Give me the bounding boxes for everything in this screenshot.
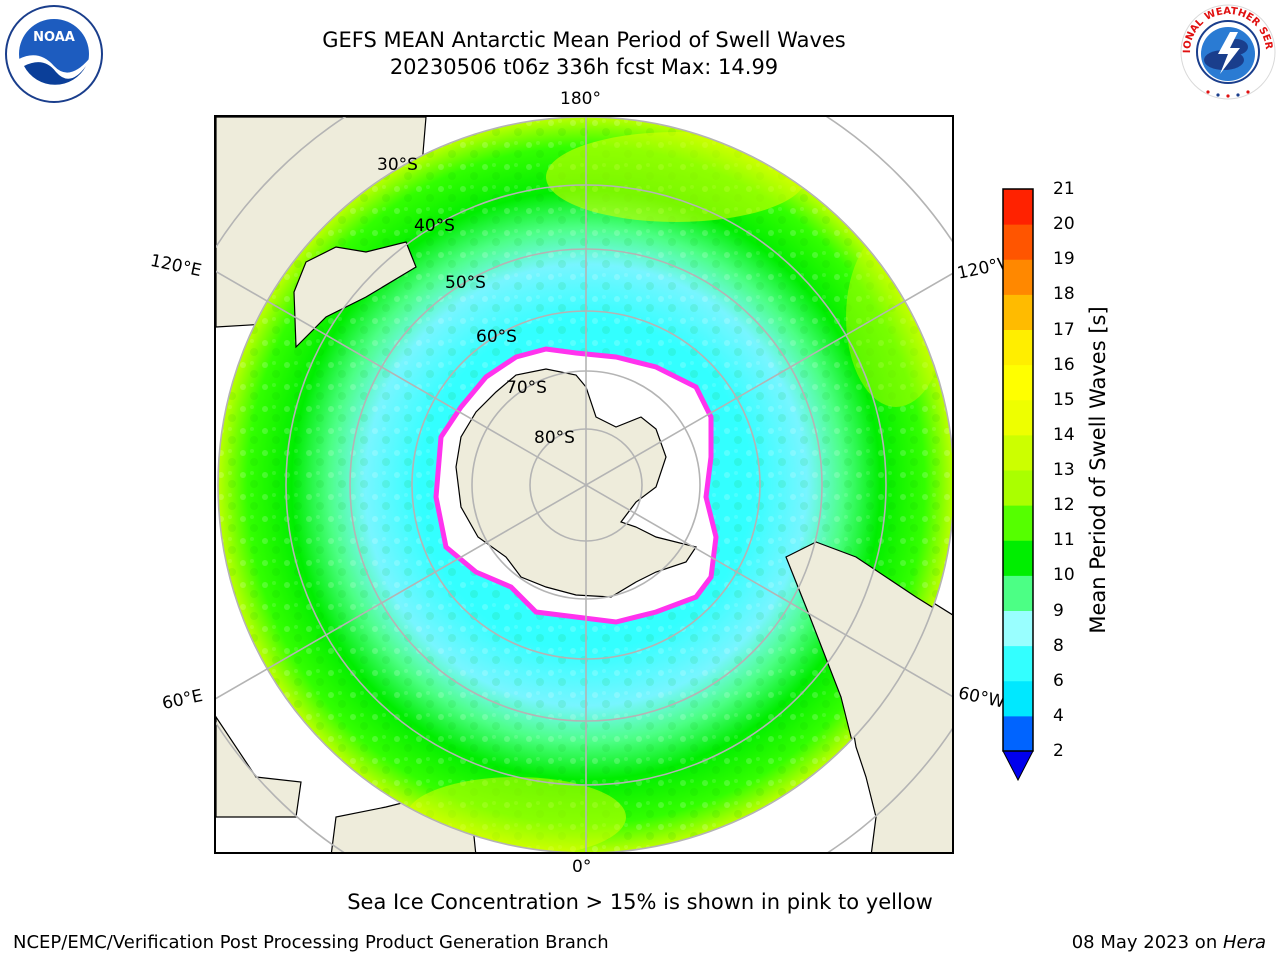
colorbar-band	[1003, 399, 1033, 436]
colorbar-tick-label: 18	[1053, 284, 1075, 305]
colorbar-band	[1003, 505, 1033, 541]
lon-label-120e: 120°E	[148, 250, 204, 282]
colorbar-band	[1003, 294, 1033, 330]
colorbar-band	[1003, 680, 1033, 717]
footer-date-text: 08 May 2023 on	[1071, 932, 1223, 953]
footer-credit: NCEP/EMC/Verification Post Processing Pr…	[13, 932, 609, 953]
colorbar-band	[1003, 715, 1033, 752]
colorbar-tick-label: 13	[1053, 460, 1075, 480]
colorbar-tick-label: 10	[1053, 565, 1075, 586]
noaa-logo: NOAA	[5, 5, 103, 103]
colorbar-band	[1003, 470, 1033, 506]
colorbar-band	[1003, 434, 1033, 471]
colorbar-band	[1003, 610, 1033, 647]
colorbar-tick-label: 9	[1053, 600, 1064, 621]
colorbar-band	[1003, 189, 1033, 225]
colorbar	[1002, 188, 1034, 782]
colorbar-band	[1003, 224, 1033, 260]
lon-label-60w: 60°W	[956, 683, 1007, 713]
footer-host: Hera	[1222, 932, 1266, 953]
lat-label-70s: 70°S	[506, 378, 547, 398]
sea-ice-note: Sea Ice Concentration > 15% is shown in …	[347, 890, 933, 914]
colorbar-band	[1003, 364, 1033, 401]
colorbar-tick-label: 12	[1053, 495, 1075, 516]
colorbar-band	[1003, 329, 1033, 366]
lat-label-60s: 60°S	[476, 327, 517, 347]
colorbar-tick-label: 17	[1053, 319, 1075, 340]
latitude-labels: 30°S 40°S 50°S 60°S 70°S 80°S	[377, 155, 575, 448]
colorbar-tick-label: 4	[1053, 705, 1064, 726]
nws-logo: NATIONAL WEATHER SERVICE	[1178, 2, 1276, 100]
map-title: GEFS MEAN Antarctic Mean Period of Swell…	[322, 28, 846, 52]
colorbar-tick-label: 2	[1053, 741, 1064, 761]
polar-map: 30°S 40°S 50°S 60°S 70°S 80°S	[214, 115, 954, 854]
colorbar-tick-label: 20	[1053, 214, 1075, 235]
colorbar-band	[1003, 259, 1033, 295]
antarctica	[455, 368, 697, 598]
colorbar-tick-label: 8	[1053, 635, 1064, 656]
colorbar-extend-min	[1002, 750, 1034, 782]
colorbar-tick-label: 15	[1053, 389, 1075, 410]
colorbar-band	[1003, 645, 1033, 682]
colorbar-tick-label: 19	[1053, 249, 1075, 270]
colorbar-tick-label: 16	[1053, 354, 1075, 375]
colorbar-band	[1003, 540, 1033, 576]
lat-label-50s: 50°S	[445, 273, 486, 293]
colorbar-band	[1003, 575, 1033, 611]
graticule	[216, 117, 952, 852]
lon-label-60e: 60°E	[160, 685, 205, 715]
lon-label-0: 0°	[572, 857, 592, 877]
colorbar-label: Mean Period of Swell Waves [s]	[1086, 306, 1110, 634]
colorbar-tick-label: 21	[1053, 179, 1075, 199]
footer-date: 08 May 2023 on Hera	[1072, 932, 1266, 953]
lon-label-180: 180°	[560, 89, 601, 109]
colorbar-tick-label: 6	[1053, 670, 1064, 691]
colorbar-tick-label: 14	[1053, 424, 1075, 445]
colorbar-tick-label: 11	[1053, 530, 1075, 551]
noaa-logo-text: NOAA	[33, 30, 75, 45]
lat-label-80s: 80°S	[534, 428, 575, 448]
polar-map-canvas: 30°S 40°S 50°S 60°S 70°S 80°S	[216, 117, 952, 852]
lat-label-40s: 40°S	[414, 216, 455, 236]
map-subtitle: 20230506 t06z 336h fcst Max: 14.99	[389, 55, 779, 79]
lat-label-30s: 30°S	[377, 155, 418, 175]
